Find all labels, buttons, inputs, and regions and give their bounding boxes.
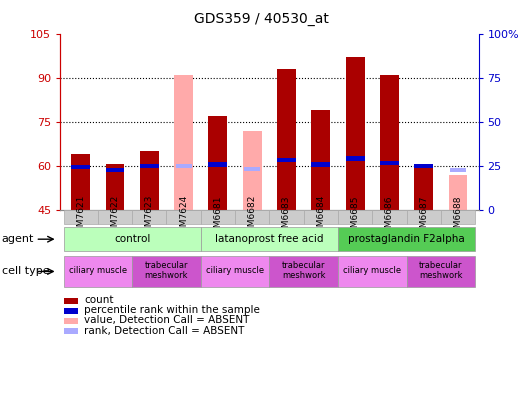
Bar	[449, 175, 468, 210]
Text: rank, Detection Call = ABSENT: rank, Detection Call = ABSENT	[84, 326, 244, 335]
FancyBboxPatch shape	[166, 210, 201, 224]
FancyBboxPatch shape	[406, 210, 441, 224]
Text: percentile rank within the sample: percentile rank within the sample	[84, 305, 260, 316]
Text: GSM6681: GSM6681	[213, 195, 222, 238]
Text: trabecular
meshwork: trabecular meshwork	[145, 261, 188, 280]
Bar	[277, 69, 296, 210]
FancyBboxPatch shape	[201, 210, 235, 224]
Bar	[277, 158, 296, 162]
FancyBboxPatch shape	[269, 256, 338, 287]
Bar	[106, 164, 124, 210]
Bar	[64, 308, 78, 314]
FancyBboxPatch shape	[406, 256, 475, 287]
Bar	[244, 167, 260, 171]
Text: count: count	[84, 295, 113, 305]
Bar	[209, 116, 228, 210]
Bar	[64, 318, 78, 324]
Text: ciliary muscle: ciliary muscle	[69, 266, 127, 275]
FancyBboxPatch shape	[64, 210, 98, 224]
Text: prostaglandin F2alpha: prostaglandin F2alpha	[348, 234, 465, 244]
FancyBboxPatch shape	[201, 227, 338, 251]
FancyBboxPatch shape	[441, 210, 475, 224]
Text: GSM6687: GSM6687	[419, 195, 428, 238]
Bar	[64, 328, 78, 334]
Text: GSM6684: GSM6684	[316, 195, 325, 238]
Bar	[106, 168, 124, 172]
Text: trabecular
meshwork: trabecular meshwork	[282, 261, 325, 280]
FancyBboxPatch shape	[64, 256, 132, 287]
Bar	[346, 156, 365, 161]
FancyBboxPatch shape	[338, 256, 406, 287]
Bar	[243, 131, 262, 210]
Text: agent: agent	[2, 234, 34, 244]
Text: latanoprost free acid: latanoprost free acid	[215, 234, 324, 244]
Text: GSM7621: GSM7621	[76, 195, 85, 238]
Text: ciliary muscle: ciliary muscle	[343, 266, 401, 275]
FancyBboxPatch shape	[338, 210, 372, 224]
FancyBboxPatch shape	[98, 210, 132, 224]
FancyBboxPatch shape	[132, 210, 166, 224]
Text: cell type: cell type	[2, 267, 49, 276]
Bar	[311, 110, 330, 210]
Bar	[71, 165, 90, 169]
Text: control: control	[114, 234, 150, 244]
Bar	[380, 75, 399, 210]
Bar	[414, 166, 433, 210]
Text: GSM7623: GSM7623	[145, 195, 154, 238]
Bar	[311, 162, 330, 167]
Text: GSM6682: GSM6682	[248, 195, 257, 238]
Text: value, Detection Call = ABSENT: value, Detection Call = ABSENT	[84, 316, 249, 326]
Bar	[174, 75, 193, 210]
Bar	[140, 151, 159, 210]
FancyBboxPatch shape	[269, 210, 304, 224]
FancyBboxPatch shape	[372, 210, 406, 224]
Text: GSM7622: GSM7622	[110, 195, 120, 238]
FancyBboxPatch shape	[201, 256, 269, 287]
Bar	[380, 161, 399, 165]
Bar	[64, 298, 78, 304]
Text: GSM6686: GSM6686	[385, 195, 394, 238]
Bar	[346, 57, 365, 210]
FancyBboxPatch shape	[64, 227, 201, 251]
Bar	[450, 168, 466, 172]
Text: ciliary muscle: ciliary muscle	[206, 266, 264, 275]
Text: GSM6685: GSM6685	[350, 195, 360, 238]
FancyBboxPatch shape	[338, 227, 475, 251]
Text: GSM7624: GSM7624	[179, 195, 188, 238]
Bar	[71, 154, 90, 210]
Bar	[140, 164, 159, 168]
FancyBboxPatch shape	[132, 256, 201, 287]
Text: trabecular
meshwork: trabecular meshwork	[419, 261, 462, 280]
Bar	[209, 162, 228, 167]
Text: GSM6683: GSM6683	[282, 195, 291, 238]
Text: GSM6688: GSM6688	[453, 195, 462, 238]
Bar	[414, 164, 433, 168]
Text: GDS359 / 40530_at: GDS359 / 40530_at	[194, 12, 329, 26]
Bar	[176, 164, 191, 168]
FancyBboxPatch shape	[304, 210, 338, 224]
FancyBboxPatch shape	[235, 210, 269, 224]
